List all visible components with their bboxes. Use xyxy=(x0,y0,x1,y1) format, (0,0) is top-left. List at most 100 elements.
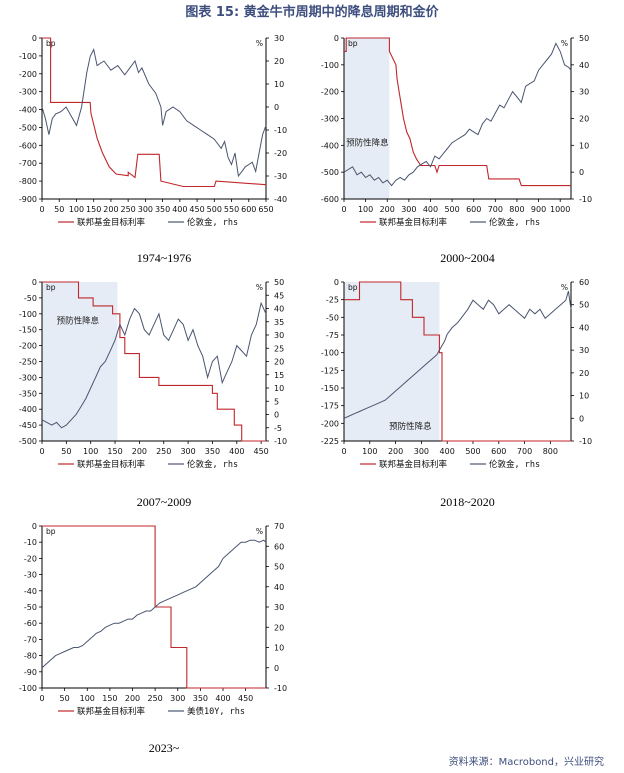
right-tick-label: 0 xyxy=(274,103,279,112)
left-tick-label: -500 xyxy=(19,437,37,446)
right-unit-label: % xyxy=(256,527,263,536)
left-tick-label: -900 xyxy=(19,195,37,204)
fed-rate-line xyxy=(344,37,571,187)
rhs-series-line xyxy=(41,539,267,669)
rhs-series-line xyxy=(343,290,572,419)
right-tick-label: 50 xyxy=(579,34,589,43)
right-tick-label: 35 xyxy=(274,318,284,327)
x-tick-label: 800 xyxy=(509,205,524,214)
x-tick-label: 200 xyxy=(103,205,118,214)
left-tick-label: -600 xyxy=(321,195,339,204)
legend-rhs-label: 伦敦金, rhs xyxy=(489,459,540,470)
x-tick-label: 0 xyxy=(341,447,346,456)
right-tick-label: 30 xyxy=(579,88,589,97)
annotation-label: 预防性降息 xyxy=(346,137,389,148)
right-tick-label: 45 xyxy=(274,291,284,300)
x-tick-label: 400 xyxy=(229,447,244,456)
x-tick-label: 350 xyxy=(155,205,170,214)
fed-rate-line xyxy=(42,525,266,689)
left-tick-label: -100 xyxy=(19,684,37,693)
chart-caption: 2023~ xyxy=(149,741,180,755)
right-unit-label: % xyxy=(256,39,263,48)
right-tick-label: 50 xyxy=(579,301,589,310)
right-tick-label: 60 xyxy=(579,278,589,287)
right-tick-label: 20 xyxy=(274,623,284,632)
x-tick-label: 250 xyxy=(121,205,136,214)
left-tick-label: -500 xyxy=(19,123,37,132)
x-tick-label: 700 xyxy=(517,447,532,456)
left-tick-label: -400 xyxy=(19,405,37,414)
left-tick-label: -80 xyxy=(24,652,37,661)
right-tick-label: 30 xyxy=(274,603,284,612)
x-tick-label: 350 xyxy=(205,447,220,456)
left-tick-label: -450 xyxy=(19,421,37,430)
right-tick-label: 40 xyxy=(579,323,589,332)
right-tick-label: 30 xyxy=(579,346,589,355)
annotation-label: 预防性降息 xyxy=(57,315,100,326)
x-tick-label: 100 xyxy=(83,447,98,456)
x-tick-label: 150 xyxy=(107,447,122,456)
x-tick-label: 200 xyxy=(125,694,140,703)
right-tick-label: -30 xyxy=(274,172,287,181)
right-tick-label: -10 xyxy=(579,437,592,446)
left-tick-label: -200 xyxy=(19,70,37,79)
legend-rhs-label: 伦敦金, rhs xyxy=(489,217,540,228)
right-tick-label: 10 xyxy=(579,141,589,150)
right-tick-label: -10 xyxy=(579,195,592,204)
right-tick-label: 0 xyxy=(274,664,279,673)
x-tick-label: 200 xyxy=(380,205,395,214)
right-tick-label: 10 xyxy=(274,384,284,393)
right-unit-label: % xyxy=(256,283,263,292)
right-tick-label: 70 xyxy=(274,522,284,531)
x-tick-label: 1000 xyxy=(550,205,570,214)
right-tick-label: 20 xyxy=(274,358,284,367)
left-tick-label: -20 xyxy=(24,554,37,563)
x-tick-label: 400 xyxy=(423,205,438,214)
left-tick-label: -400 xyxy=(19,106,37,115)
rhs-series-line xyxy=(41,48,267,178)
x-tick-label: 0 xyxy=(39,447,44,456)
right-tick-label: 10 xyxy=(274,644,284,653)
rhs-series-line xyxy=(41,301,267,429)
x-tick-label: 100 xyxy=(362,447,377,456)
x-tick-label: 0 xyxy=(39,205,44,214)
figure-title: 图表 15: 黄金牛市周期中的降息周期和金价 xyxy=(185,5,439,20)
x-tick-label: 600 xyxy=(466,205,481,214)
right-tick-label: 0 xyxy=(579,168,584,177)
legend-fed-label: 联邦基金目标利率 xyxy=(379,459,448,470)
right-unit-label: % xyxy=(561,39,568,48)
chart-caption: 2000~2004 xyxy=(440,251,495,265)
x-tick-label: 500 xyxy=(207,205,222,214)
x-tick-label: 250 xyxy=(156,447,171,456)
x-tick-label: 400 xyxy=(215,694,230,703)
chart-4: 0-25-50-75-100-125-150-175-200-225605040… xyxy=(321,278,592,509)
left-tick-label: -200 xyxy=(321,419,339,428)
left-tick-label: -50 xyxy=(24,294,37,303)
right-tick-label: 30 xyxy=(274,331,284,340)
left-tick-label: -50 xyxy=(326,313,339,322)
right-tick-label: 10 xyxy=(579,392,589,401)
left-tick-label: -75 xyxy=(326,331,339,340)
x-tick-label: 550 xyxy=(224,205,239,214)
x-tick-label: 300 xyxy=(401,205,416,214)
right-tick-label: 30 xyxy=(274,34,284,43)
right-tick-label: 40 xyxy=(274,305,284,314)
left-tick-label: -100 xyxy=(321,61,339,70)
right-tick-label: 50 xyxy=(274,278,284,287)
x-tick-label: 500 xyxy=(444,205,459,214)
shaded-region xyxy=(344,282,440,441)
right-tick-label: -5 xyxy=(274,424,282,433)
left-tick-label: -200 xyxy=(321,88,339,97)
legend-fed-label: 联邦基金目标利率 xyxy=(77,217,146,228)
fed-rate-line xyxy=(42,281,266,442)
x-tick-label: 300 xyxy=(170,694,185,703)
shaded-region xyxy=(344,38,390,199)
left-tick-label: -250 xyxy=(19,358,37,367)
right-tick-label: -40 xyxy=(274,195,287,204)
x-tick-label: 800 xyxy=(543,447,558,456)
left-tick-label: -300 xyxy=(19,88,37,97)
fed-rate-line xyxy=(344,281,571,442)
x-tick-label: 700 xyxy=(488,205,503,214)
left-tick-label: -400 xyxy=(321,141,339,150)
